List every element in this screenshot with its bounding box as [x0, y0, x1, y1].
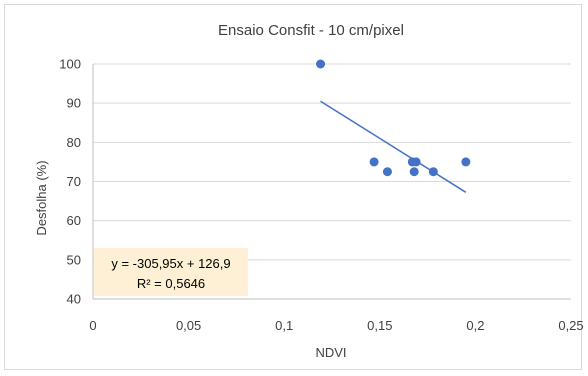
y-tick-label: 40 [67, 292, 81, 307]
y-tick-label: 80 [67, 135, 81, 150]
x-tick-labels: 0 0,05 0,1 0,15 0,2 0,25 [89, 318, 583, 333]
gridlines [93, 63, 571, 261]
y-tick-label: 90 [67, 96, 81, 111]
trendline-line [320, 100, 467, 193]
data-points [316, 59, 471, 177]
chart-title: Ensaio Consfit - 10 cm/pixel [218, 22, 404, 39]
y-tick-label: 60 [67, 213, 81, 228]
scatter-chart: Ensaio Consfit - 10 cm/pixel 40 50 60 70 80 9… [34, 22, 583, 360]
x-tick-label: 0,25 [558, 318, 583, 333]
y-tick-label: 100 [59, 57, 81, 72]
data-point [369, 157, 379, 167]
data-point [409, 167, 419, 177]
x-tick-label: 0,15 [367, 318, 392, 333]
trendline-r-squared: R² = 0,5646 [137, 276, 205, 291]
x-tick-label: 0,05 [176, 318, 201, 333]
y-tick-label: 50 [67, 252, 81, 267]
x-tick-label: 0,2 [466, 318, 484, 333]
trendline-equation-box: y = -305,95x + 126,9 R² = 0,5646 [94, 248, 248, 296]
y-axis-title: Desfolha (%) [34, 160, 49, 235]
axes [92, 64, 571, 300]
x-tick-label: 0,1 [275, 318, 293, 333]
trendline [320, 100, 467, 193]
data-point [382, 167, 392, 177]
x-axis-title: NDVI [315, 345, 346, 360]
y-tick-labels: 40 50 60 70 80 90 100 [59, 57, 81, 307]
data-point [411, 157, 421, 167]
y-tick-label: 70 [67, 174, 81, 189]
x-tick-label: 0 [89, 318, 96, 333]
data-point [461, 157, 471, 167]
data-point [428, 167, 438, 177]
equation-background [94, 248, 248, 296]
trendline-equation: y = -305,95x + 126,9 [111, 256, 230, 271]
chart-frame: Ensaio Consfit - 10 cm/pixel 40 50 60 70 80 9… [4, 4, 583, 370]
data-point [316, 59, 326, 69]
